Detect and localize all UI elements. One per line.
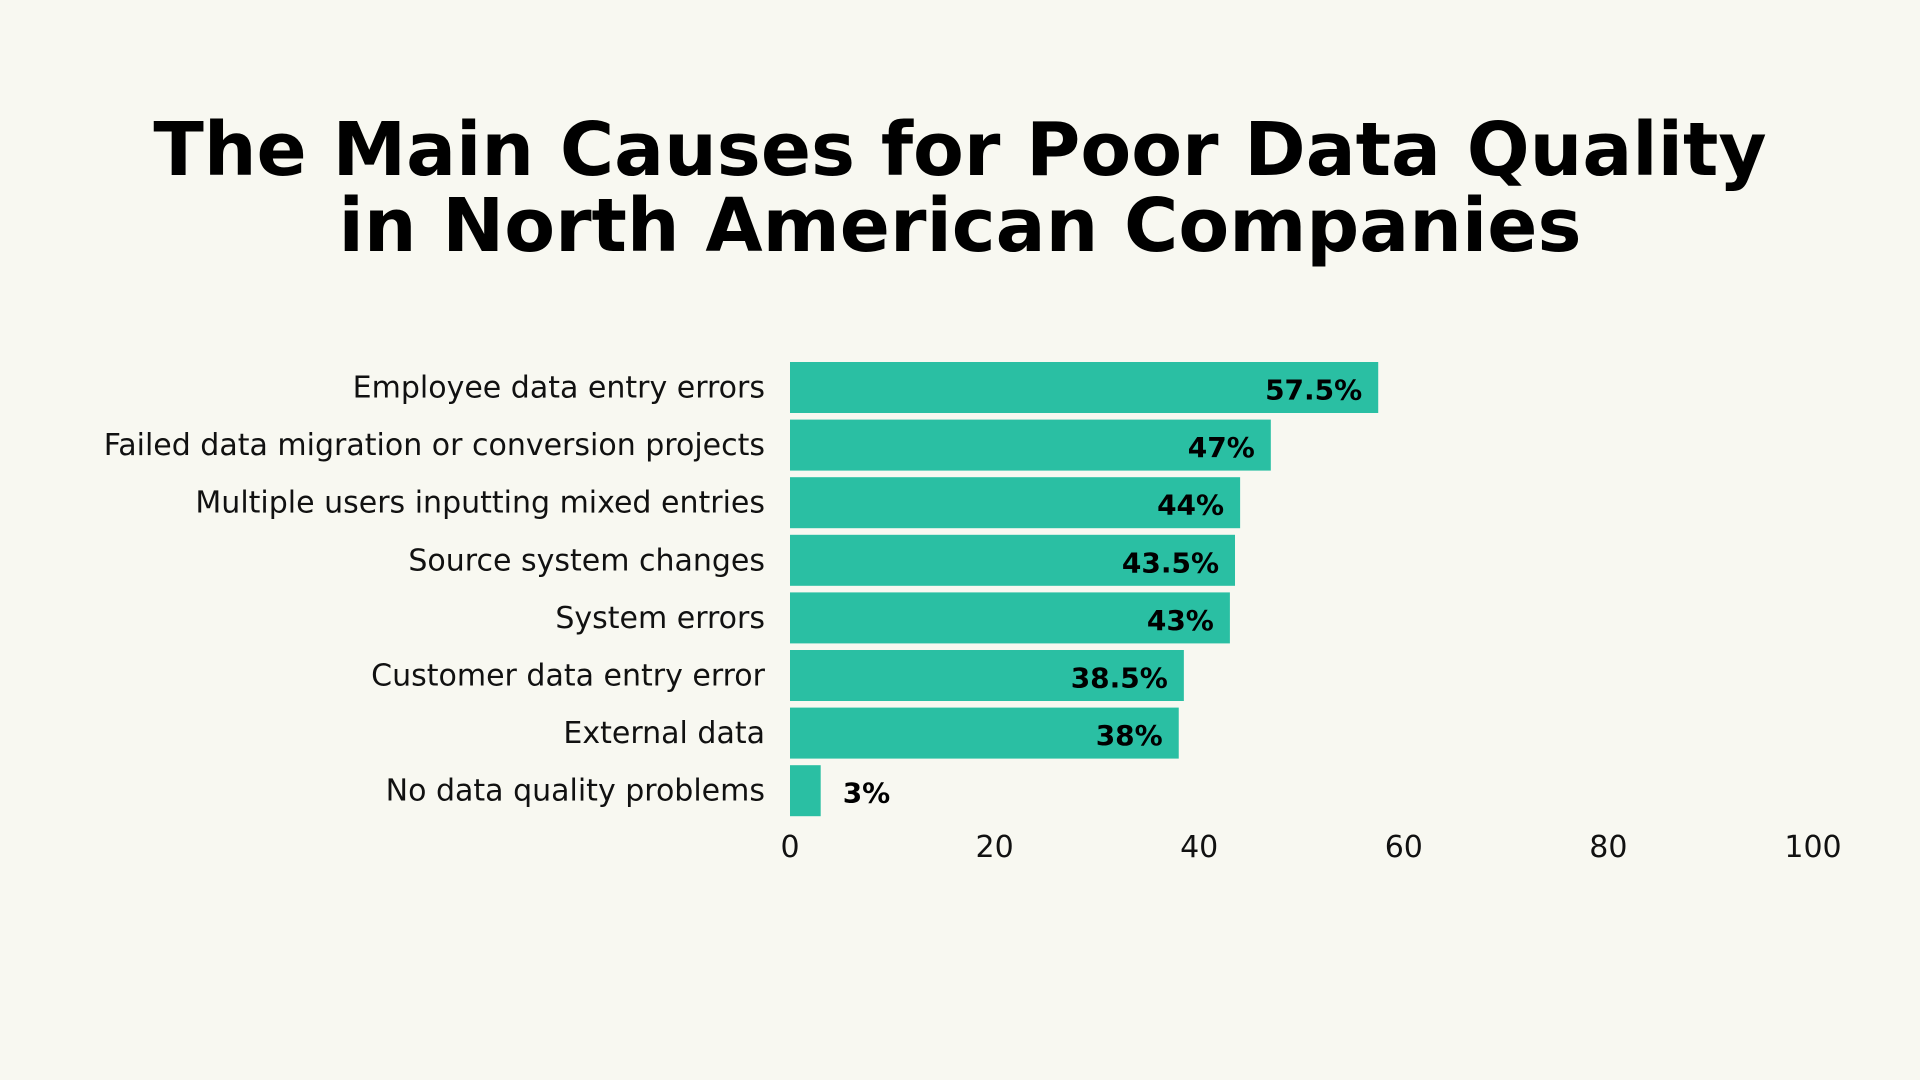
data-label: 57.5% [1265, 374, 1362, 407]
x-tick-label: 60 [1385, 830, 1423, 865]
category-label: Source system changes [408, 543, 765, 578]
bar [790, 419, 1271, 471]
data-label: 47% [1188, 431, 1255, 464]
x-tick-label: 100 [1784, 830, 1841, 865]
category-label: Employee data entry errors [353, 371, 765, 406]
chart-title-line-1: The Main Causes for Poor Data Quality [153, 107, 1767, 193]
category-label: Failed data migration or conversion proj… [104, 428, 765, 463]
bar [790, 362, 1379, 413]
data-label: 43.5% [1122, 546, 1219, 579]
category-label: System errors [555, 601, 765, 636]
bar [790, 477, 1241, 529]
data-label: 44% [1157, 489, 1224, 522]
data-label: 38% [1096, 719, 1163, 752]
x-tick-label: 20 [976, 830, 1014, 865]
chart-title-line-2: in North American Companies [338, 183, 1582, 269]
x-tick-label: 40 [1180, 830, 1218, 865]
x-tick-label: 80 [1589, 830, 1627, 865]
x-tick-label: 0 [780, 830, 799, 865]
category-label: External data [563, 716, 765, 751]
bar [790, 707, 1179, 759]
category-label: No data quality problems [386, 774, 765, 809]
category-label: Customer data entry error [371, 659, 766, 694]
bar [790, 765, 821, 817]
bar [790, 592, 1230, 644]
data-label: 43% [1147, 604, 1214, 637]
chart-title: The Main Causes for Poor Data Quality in… [0, 112, 1920, 264]
bar [790, 534, 1236, 586]
bar [790, 650, 1184, 701]
data-label: 38.5% [1071, 662, 1168, 695]
data-label: 3% [843, 777, 891, 810]
category-label: Multiple users inputting mixed entries [195, 486, 765, 521]
